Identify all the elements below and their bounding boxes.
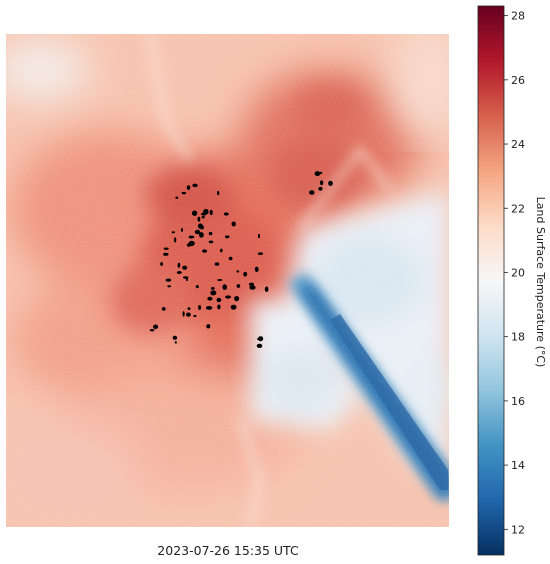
colorbar-tick-label: 12 [511,523,525,536]
masked-pixel [173,237,177,243]
masked-pixel [205,306,213,310]
masked-pixel [228,256,233,261]
masked-pixel [193,315,197,317]
masked-pixel [258,233,260,239]
masked-pixel [257,337,263,341]
masked-pixel [319,171,323,175]
masked-pixel [236,270,240,273]
masked-pixel [223,212,229,216]
masked-pixel [172,335,178,340]
masked-pixel [182,276,189,279]
colorbar: 12 14 16 18 20 22 24 26 28 Land Surface Temperat… [477,5,547,556]
masked-pixel [186,312,191,317]
masked-pixel [222,284,227,290]
masked-pixel [206,324,211,329]
masked-pixel [248,282,255,286]
masked-pixel [224,235,230,239]
masked-pixel [199,232,204,238]
masked-pixel [236,284,241,288]
masked-pixel [175,196,179,199]
masked-pixel [163,252,169,256]
temperature-heatmap [6,34,449,527]
masked-pixel [160,262,164,266]
colorbar-tick-label: 16 [511,395,525,408]
masked-pixel [186,185,191,191]
masked-pixel [200,225,204,230]
masked-pixel [167,285,172,288]
colorbar-label: Land Surface Temperature (°C) [534,197,547,368]
masked-pixel [177,262,181,268]
masked-pixel [225,295,232,299]
masked-pixel [197,216,201,222]
masked-pixels [149,171,333,348]
masked-pixel [210,290,217,296]
masked-pixel [192,210,198,216]
masked-pixel [210,287,215,290]
colorbar-tick-label: 18 [511,331,525,344]
masked-pixel [264,286,269,293]
masked-pixel [201,216,205,219]
masked-pixel [207,296,213,301]
masked-pixel [216,297,222,303]
colorbar-tick-label: 14 [511,459,525,472]
masked-pixel [195,285,199,289]
masked-pixel [192,183,198,188]
colorbar-tick-label: 20 [511,266,525,279]
masked-pixel [256,343,263,348]
masked-pixel [202,249,208,253]
masked-pixel [257,252,264,256]
masked-pixel [182,265,188,270]
colorbar-tick-label: 28 [511,10,525,23]
masked-pixel [149,329,155,332]
masked-pixel [182,311,185,317]
masked-pixel [208,240,214,244]
colorbar-bar [477,5,505,556]
masked-pixel [163,247,169,250]
masked-pixel [208,231,213,236]
masked-pixel [214,262,220,266]
timestamp-caption: 2023-07-26 15:35 UTC [157,543,299,558]
masked-pixel [181,227,183,232]
masked-pixel [328,180,333,186]
masked-pixel [249,285,256,290]
masked-pixel [174,341,177,344]
masked-pixel [176,271,182,274]
colorbar-tick-label: 22 [511,202,525,215]
masked-pixel [187,307,191,310]
masked-pixel [185,277,188,282]
masked-pixel [230,304,237,310]
colorbar-tick-label: 26 [511,74,525,87]
masked-pixel [201,212,207,216]
masked-pixel [234,296,240,302]
masked-pixel [254,266,259,272]
masked-pixel [309,190,315,195]
masked-pixel [188,240,195,247]
masked-pixel [217,304,221,310]
masked-pixel [165,278,172,282]
masked-pixel [209,209,213,216]
masked-pixel [181,191,187,195]
masked-pixel [318,186,323,191]
masked-pixel [243,271,248,277]
masked-pixel [220,248,223,253]
masked-pixel [217,190,220,196]
masked-pixel [217,279,223,281]
masked-pixel [153,324,159,330]
masked-pixel [194,229,201,235]
masked-pixel [188,235,195,239]
masked-pixel [231,221,236,227]
masked-pixel [198,305,202,310]
masked-pixel [314,171,321,177]
masked-pixel [320,180,324,186]
colorbar-tick-label: 24 [511,138,525,151]
masked-pixel [161,307,166,311]
masked-pixel [171,231,175,234]
colorbar-ticks: 12 14 16 18 20 22 24 26 28 [504,10,525,536]
